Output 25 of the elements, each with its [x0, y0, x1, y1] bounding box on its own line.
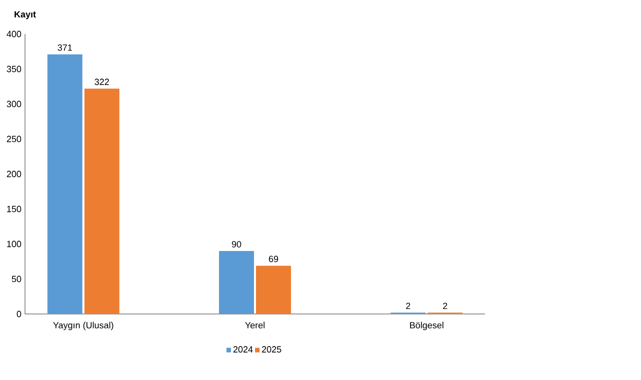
data-label: 371: [58, 44, 72, 51]
x-tick-label: Bölgesel: [410, 322, 444, 330]
data-label: 322: [94, 78, 109, 86]
y-tick-label: 400: [6, 30, 22, 38]
y-tick-label: 200: [6, 170, 22, 178]
bar: [84, 88, 120, 314]
x-tick-label: Yaygın (Ulusal): [53, 322, 114, 330]
y-tick-label: 250: [6, 136, 22, 142]
y-tick-label: 150: [7, 206, 22, 212]
y-tick-label: 50: [12, 276, 22, 282]
data-label: 2: [406, 302, 410, 310]
bar: [219, 250, 254, 314]
y-tick-label: 100: [7, 240, 22, 248]
data-label: 90: [232, 241, 242, 248]
y-axis-title: Kayıt: [14, 11, 36, 20]
legend-label: 2024: [233, 346, 253, 353]
bar: [256, 266, 291, 314]
legend-label: 2025: [262, 346, 282, 353]
bar: [47, 54, 82, 314]
y-tick-label: 0: [16, 310, 22, 318]
x-tick-label: Yerel: [245, 322, 264, 328]
data-label: 69: [268, 256, 278, 262]
data-label: 2: [443, 302, 448, 310]
y-tick-label: 350: [6, 66, 22, 72]
y-tick-label: 300: [6, 100, 22, 108]
